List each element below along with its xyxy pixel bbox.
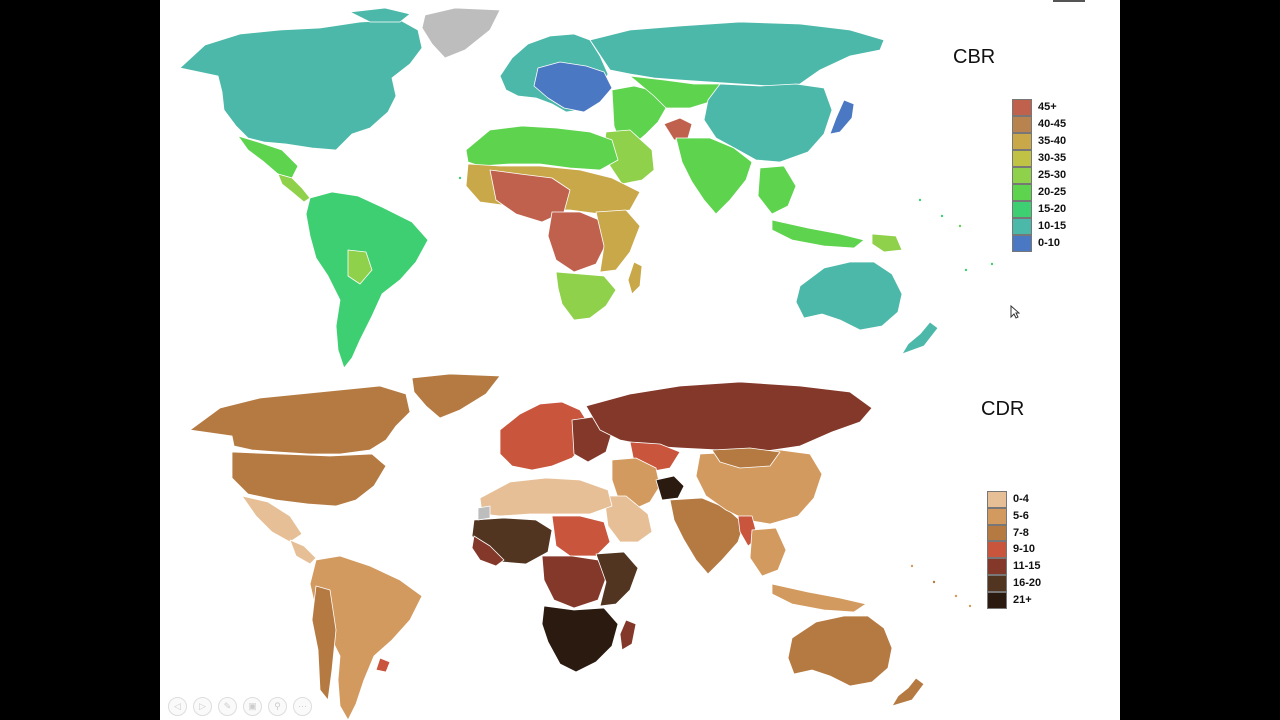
region-andes xyxy=(311,585,337,701)
more-icon[interactable]: ⋯ xyxy=(293,697,312,716)
cdr-legend-label: 9-10 xyxy=(1013,543,1036,556)
cdr-legend-label: 5-6 xyxy=(1013,509,1029,522)
presentation-slide: CBR CDR 45+ 40-45 35-40 30-35 25-30 20-25 15-2… xyxy=(160,0,1120,720)
region-afghanistan xyxy=(663,117,693,141)
region-bolivia-paraguay xyxy=(347,249,373,285)
region-greenland xyxy=(411,373,501,419)
cbr-legend-label: 20-25 xyxy=(1038,186,1067,198)
prev-icon[interactable]: ◁ xyxy=(168,697,187,716)
region-china xyxy=(695,449,823,525)
cbr-legend-swatch xyxy=(1012,184,1032,201)
cdr-world-map xyxy=(189,373,973,720)
cbr-legend-swatch xyxy=(1012,150,1032,167)
cdr-legend-label: 16-20 xyxy=(1013,576,1042,589)
region-china xyxy=(703,83,833,163)
region-australia xyxy=(787,615,893,687)
cbr-title: CBR xyxy=(953,46,996,68)
region-east-africa xyxy=(595,209,641,273)
cbr-legend-label: 0-10 xyxy=(1038,237,1061,249)
cbr-legend-swatch xyxy=(1012,218,1032,235)
region-new-zealand xyxy=(891,677,925,707)
cdr-legend-swatch xyxy=(987,524,1007,542)
region-canada-usa xyxy=(179,19,423,151)
mouse-pointer-icon xyxy=(1010,305,1020,319)
region-canada xyxy=(189,385,411,455)
zoom-icon[interactable]: ⚲ xyxy=(268,697,287,716)
cdr-legend-swatch xyxy=(987,491,1007,508)
cdr-legend-swatch xyxy=(987,507,1007,525)
cbr-legend-swatch xyxy=(1012,99,1032,116)
region-russia xyxy=(585,381,873,453)
region-uruguay xyxy=(375,657,391,673)
cdr-legend-swatch xyxy=(987,541,1007,559)
region-southeast-asia xyxy=(757,165,797,215)
region-western-sahara xyxy=(477,505,491,521)
region-central-africa xyxy=(547,211,607,273)
region-north-africa xyxy=(479,477,613,517)
region-madagascar xyxy=(619,619,637,651)
cbr-legend-swatch xyxy=(1012,235,1032,252)
cdr-legend-label: 11-15 xyxy=(1013,560,1041,573)
slideshow-toolbar: ◁ ▷ ✎ ▣ ⚲ ⋯ xyxy=(168,697,312,716)
region-north-africa xyxy=(465,125,619,171)
cbr-legend-swatch xyxy=(1012,133,1032,150)
region-usa xyxy=(231,451,387,507)
cdr-legend-label: 7-8 xyxy=(1013,526,1029,539)
region-south-america xyxy=(305,191,429,369)
cdr-legend-label: 21+ xyxy=(1013,593,1032,606)
region-central-america xyxy=(289,539,317,565)
cbr-legend-swatch xyxy=(1012,201,1032,218)
region-new-zealand xyxy=(901,321,939,355)
region-southern-africa xyxy=(541,605,619,673)
region-russia xyxy=(589,21,885,87)
cbr-legend-label: 25-30 xyxy=(1038,169,1067,181)
region-east-africa xyxy=(595,551,639,607)
pen-icon[interactable]: ✎ xyxy=(218,697,237,716)
region-indonesia xyxy=(771,583,867,613)
region-japan xyxy=(829,99,855,135)
cbr-legend-label: 15-20 xyxy=(1038,203,1067,215)
cdr-legend-swatch xyxy=(987,574,1007,592)
region-png xyxy=(871,233,903,253)
region-sudan-chad xyxy=(551,515,611,557)
cbr-legend-label: 30-35 xyxy=(1038,152,1067,164)
region-arctic-islands xyxy=(349,7,411,23)
next-icon[interactable]: ▷ xyxy=(193,697,212,716)
region-mongolia xyxy=(711,447,781,469)
region-indonesia xyxy=(771,219,865,249)
cbr-legend-label: 35-40 xyxy=(1038,135,1067,147)
slides-icon[interactable]: ▣ xyxy=(243,697,262,716)
cdr-title: CDR xyxy=(981,398,1025,420)
region-arabia xyxy=(603,495,653,543)
cbr-world-map xyxy=(179,7,995,369)
region-madagascar xyxy=(627,261,643,295)
cbr-legend-label: 40-45 xyxy=(1038,118,1067,130)
region-mexico xyxy=(241,495,303,543)
cbr-legend-swatch xyxy=(1012,167,1032,184)
region-southern-africa xyxy=(555,271,617,321)
region-australia xyxy=(795,261,903,331)
region-west-africa-coast xyxy=(471,535,505,567)
region-central-africa xyxy=(541,555,607,609)
region-southeast-asia xyxy=(749,527,787,577)
region-south-asia xyxy=(675,137,753,215)
cbr-legend-label: 45+ xyxy=(1038,101,1057,113)
region-afghanistan xyxy=(655,475,685,501)
cdr-legend-swatch xyxy=(987,558,1007,575)
region-central-europe xyxy=(533,61,613,113)
region-greenland xyxy=(421,7,501,59)
cbr-legend-swatch xyxy=(1012,116,1032,133)
cbr-legend-label: 10-15 xyxy=(1038,220,1067,232)
cdr-legend-label: 0-4 xyxy=(1013,493,1029,505)
region-central-america xyxy=(277,173,311,203)
slide-top-line xyxy=(1053,0,1085,2)
cdr-legend-swatch xyxy=(987,591,1007,609)
